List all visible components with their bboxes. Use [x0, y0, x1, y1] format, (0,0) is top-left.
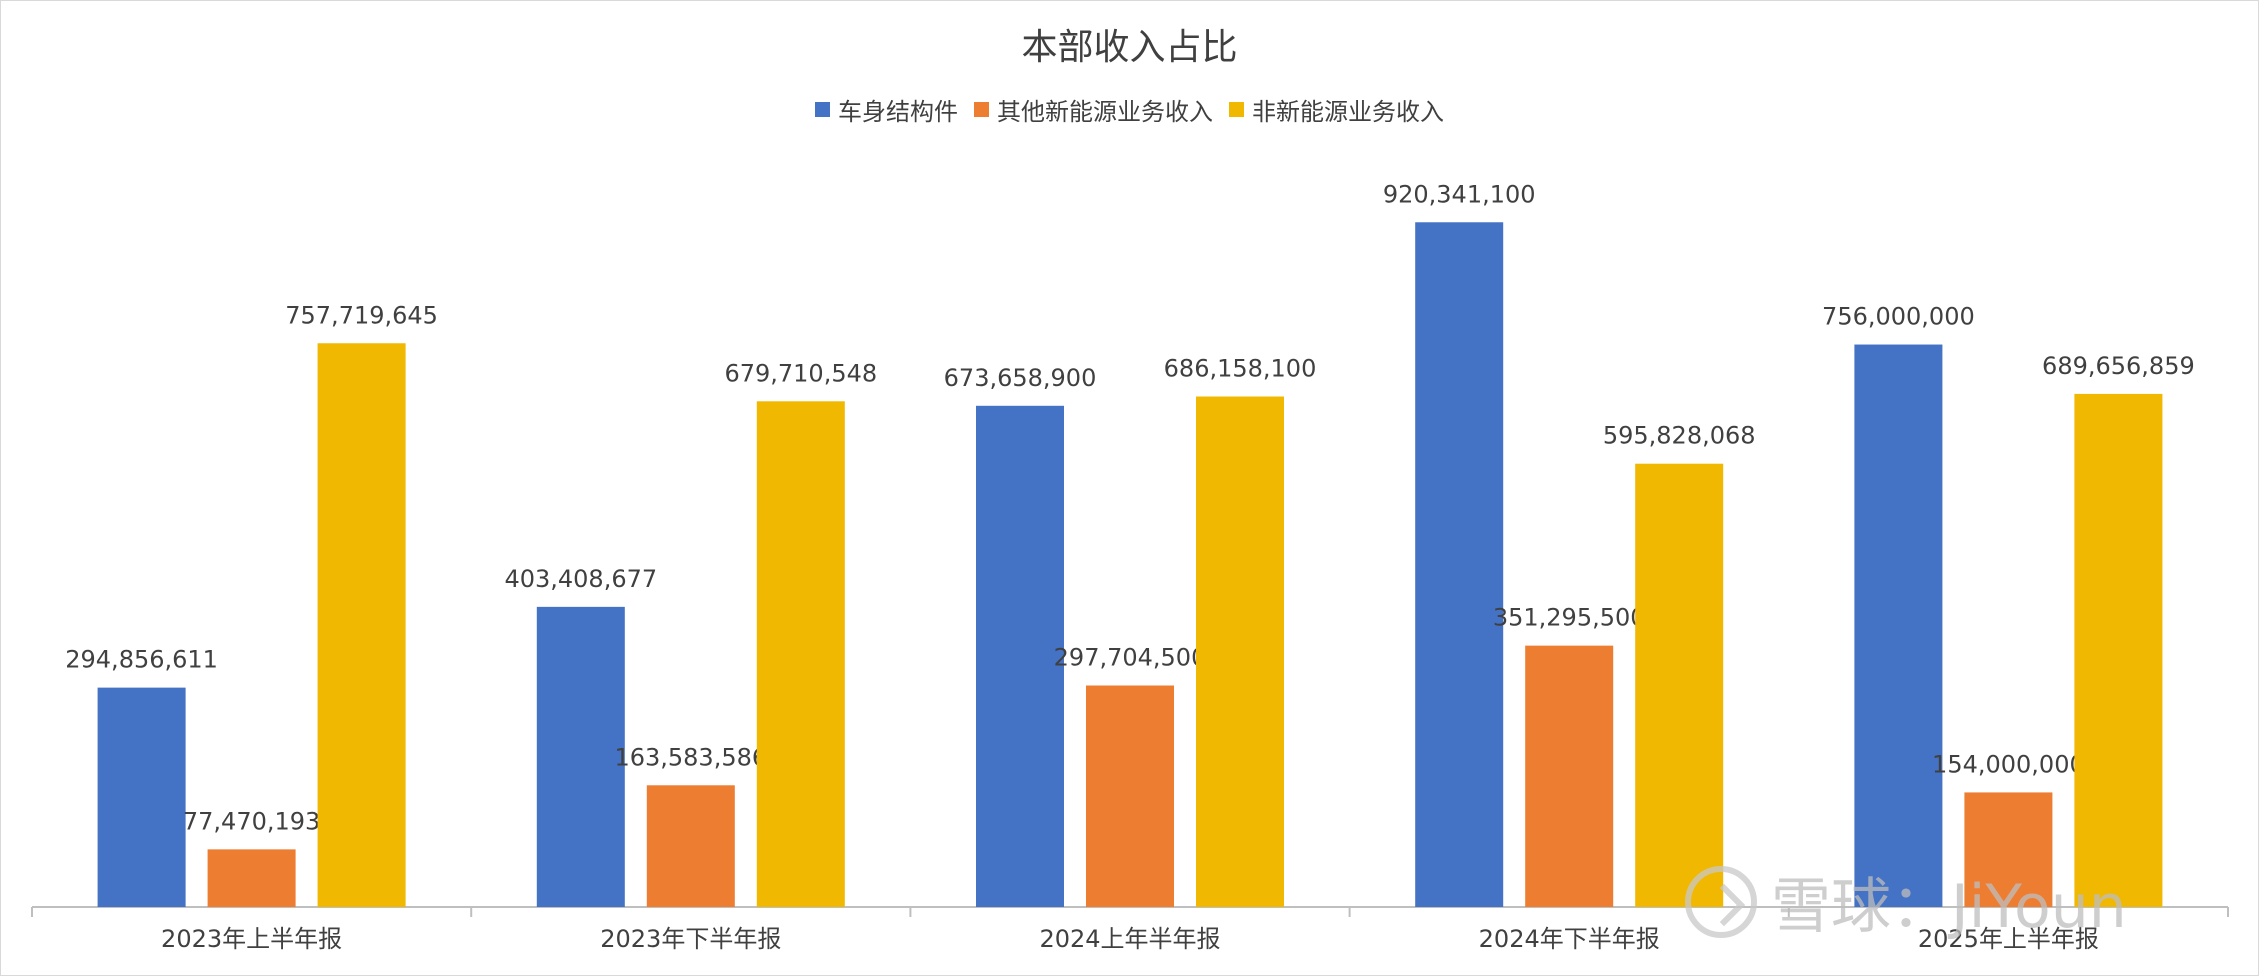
data-label: 689,656,859: [2042, 352, 2195, 380]
bar-series-3-cat-3: [1196, 396, 1284, 907]
data-label: 756,000,000: [1822, 303, 1975, 331]
legend-swatch-series-1: [815, 102, 830, 117]
data-label: 403,408,677: [504, 565, 657, 593]
bar-series-1-cat-1: [97, 687, 186, 907]
x-tick-label: 2024年下半年报: [1479, 925, 1660, 953]
legend: 车身结构件 其他新能源业务收入 非新能源业务收入: [0, 92, 2259, 127]
bar-series-1-cat-4: [1415, 222, 1504, 907]
legend-item-series-3: 非新能源业务收入: [1229, 92, 1444, 127]
bar-series-2-cat-2: [646, 785, 735, 907]
legend-label-series-2: 其他新能源业务收入: [997, 98, 1213, 126]
bar-series-1-cat-5: [1854, 344, 1943, 907]
data-label: 920,341,100: [1383, 180, 1536, 208]
data-label: 673,658,900: [944, 364, 1097, 392]
x-tick-label: 2023年下半年报: [600, 925, 781, 953]
bar-series-3-cat-1: [317, 343, 406, 907]
bar-series-1-cat-3: [976, 405, 1064, 907]
x-tick-label: 2025年上半年报: [1918, 925, 2099, 953]
legend-label-series-1: 车身结构件: [838, 98, 958, 126]
data-label: 595,828,068: [1603, 422, 1756, 450]
legend-label-series-3: 非新能源业务收入: [1252, 98, 1444, 126]
bar-series-2-cat-1: [207, 849, 296, 907]
legend-item-series-2: 其他新能源业务收入: [974, 92, 1213, 127]
data-label: 351,295,500: [1493, 604, 1646, 632]
bar-series-2-cat-3: [1086, 685, 1174, 907]
data-label: 294,856,611: [65, 646, 218, 674]
data-label: 686,158,100: [1164, 354, 1317, 382]
snowball-logo-icon: [1685, 865, 1757, 938]
data-label: 757,719,645: [285, 301, 438, 329]
bar-series-1-cat-2: [536, 606, 625, 907]
data-label: 154,000,000: [1932, 750, 2085, 778]
data-label: 163,583,586: [614, 743, 767, 771]
chart-title: 本部收入占比: [1021, 27, 1238, 68]
bar-series-3-cat-5: [2074, 393, 2163, 908]
data-label: 679,710,548: [724, 359, 877, 387]
legend-item-series-1: 车身结构件: [815, 92, 958, 127]
bar-series-2-cat-4: [1525, 645, 1614, 907]
data-label: 77,470,193: [183, 807, 320, 835]
legend-swatch-series-2: [974, 102, 989, 117]
watermark-text: 雪球：JiYoun: [1771, 872, 2127, 942]
watermark: 雪球：JiYoun: [1685, 858, 2127, 945]
bar-series-3-cat-4: [1635, 463, 1724, 907]
bar-series-3-cat-2: [756, 401, 845, 907]
data-label: 297,704,500: [1054, 644, 1207, 672]
x-tick-label: 2023年上半年报: [161, 925, 342, 953]
legend-swatch-series-3: [1229, 102, 1244, 117]
bar-series-2-cat-5: [1964, 792, 2053, 907]
x-tick-label: 2024上年半年报: [1039, 925, 1220, 953]
